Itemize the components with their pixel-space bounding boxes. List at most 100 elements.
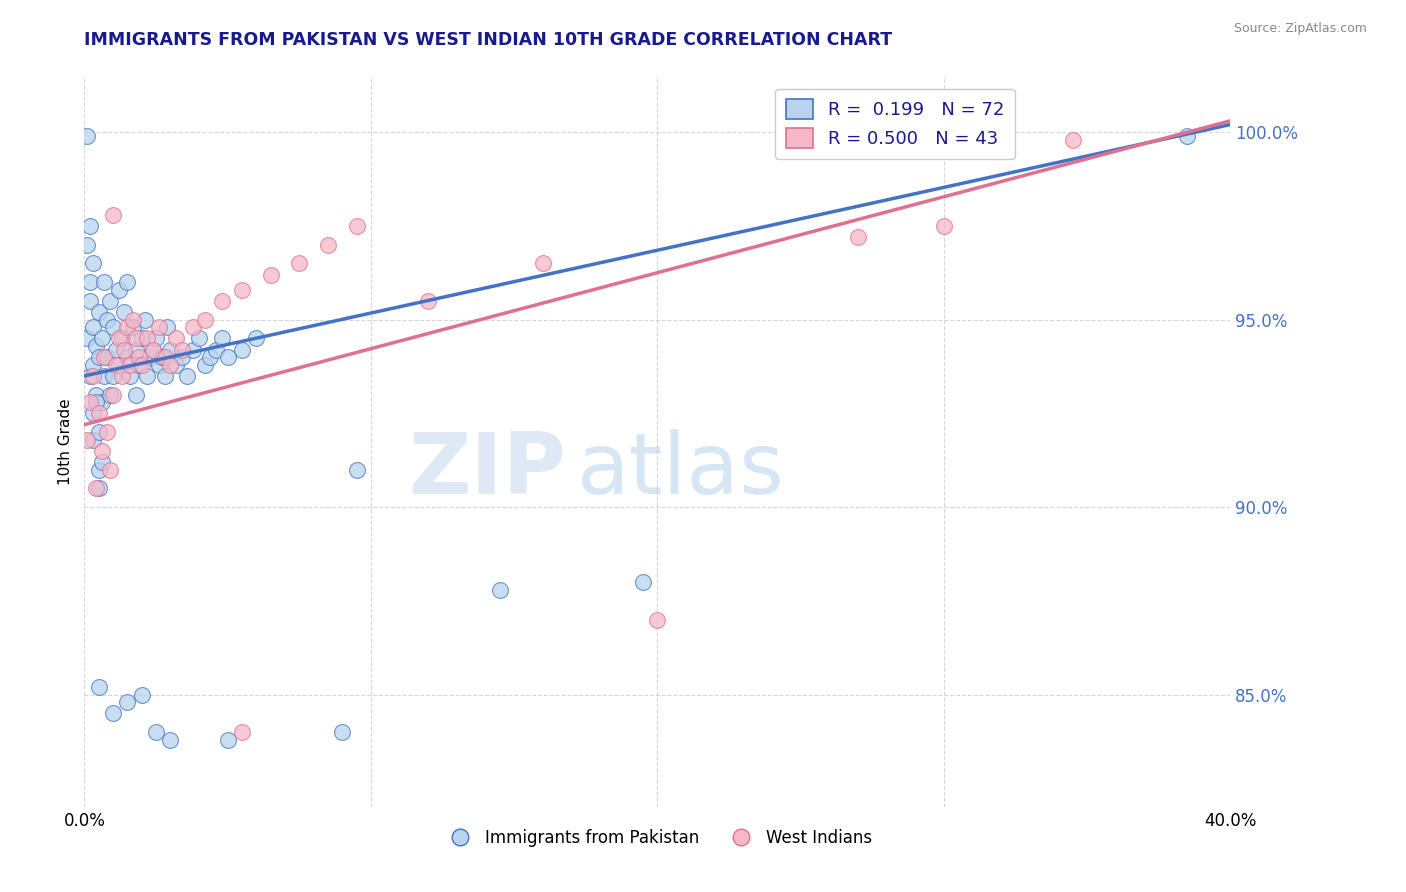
- Point: [110, 368, 132, 383]
- Point: [117, 275, 139, 289]
- Point: [87, 463, 110, 477]
- Y-axis label: 10th Grade: 10th Grade: [58, 398, 73, 485]
- Point: [117, 695, 139, 709]
- Point: [194, 312, 217, 326]
- Point: [90, 444, 112, 458]
- Point: [93, 350, 115, 364]
- Point: [932, 219, 955, 233]
- Point: [131, 688, 153, 702]
- Point: [90, 395, 112, 409]
- Point: [101, 320, 124, 334]
- Point: [125, 331, 148, 345]
- Point: [217, 350, 239, 364]
- Point: [131, 331, 153, 345]
- Point: [125, 343, 148, 357]
- Point: [87, 350, 110, 364]
- Point: [114, 305, 136, 319]
- Legend: Immigrants from Pakistan, West Indians: Immigrants from Pakistan, West Indians: [436, 822, 879, 854]
- Point: [104, 358, 127, 372]
- Point: [159, 343, 181, 357]
- Point: [631, 575, 654, 590]
- Point: [82, 406, 104, 420]
- Point: [98, 293, 121, 308]
- Point: [76, 433, 98, 447]
- Point: [90, 331, 112, 345]
- Point: [145, 331, 167, 345]
- Point: [148, 358, 170, 372]
- Point: [104, 343, 127, 357]
- Point: [231, 725, 253, 739]
- Point: [181, 320, 204, 334]
- Point: [98, 463, 121, 477]
- Point: [170, 343, 193, 357]
- Point: [153, 350, 176, 364]
- Point: [120, 358, 142, 372]
- Point: [346, 219, 368, 233]
- Point: [181, 343, 204, 357]
- Point: [136, 368, 159, 383]
- Point: [200, 350, 222, 364]
- Point: [211, 293, 233, 308]
- Point: [159, 358, 181, 372]
- Point: [76, 237, 98, 252]
- Point: [79, 275, 101, 289]
- Point: [153, 368, 176, 383]
- Point: [131, 358, 153, 372]
- Point: [84, 395, 107, 409]
- Point: [87, 425, 110, 439]
- Point: [101, 387, 124, 401]
- Point: [107, 283, 129, 297]
- Point: [122, 312, 145, 326]
- Point: [165, 331, 187, 345]
- Point: [79, 368, 101, 383]
- Point: [87, 305, 110, 319]
- Point: [87, 482, 110, 496]
- Point: [82, 433, 104, 447]
- Point: [150, 350, 173, 364]
- Point: [117, 350, 139, 364]
- Point: [87, 406, 110, 420]
- Point: [93, 275, 115, 289]
- Point: [107, 358, 129, 372]
- Point: [231, 343, 253, 357]
- Point: [107, 331, 129, 345]
- Point: [117, 320, 139, 334]
- Point: [96, 350, 118, 364]
- Point: [128, 358, 150, 372]
- Point: [82, 320, 104, 334]
- Point: [79, 293, 101, 308]
- Point: [98, 387, 121, 401]
- Point: [110, 331, 132, 345]
- Point: [1175, 128, 1198, 143]
- Point: [93, 368, 115, 383]
- Point: [156, 320, 179, 334]
- Point: [145, 725, 167, 739]
- Point: [87, 680, 110, 694]
- Point: [142, 343, 165, 357]
- Point: [647, 613, 669, 627]
- Point: [120, 368, 142, 383]
- Point: [288, 256, 311, 270]
- Point: [84, 482, 107, 496]
- Point: [101, 208, 124, 222]
- Point: [82, 358, 104, 372]
- Point: [142, 343, 165, 357]
- Point: [101, 368, 124, 383]
- Point: [82, 256, 104, 270]
- Point: [259, 268, 281, 282]
- Point: [84, 387, 107, 401]
- Point: [82, 368, 104, 383]
- Point: [136, 331, 159, 345]
- Point: [76, 128, 98, 143]
- Text: ZIP: ZIP: [408, 429, 565, 512]
- Point: [76, 331, 98, 345]
- Point: [194, 358, 217, 372]
- Point: [188, 331, 211, 345]
- Point: [170, 350, 193, 364]
- Point: [165, 358, 187, 372]
- Point: [128, 350, 150, 364]
- Text: atlas: atlas: [576, 429, 785, 512]
- Point: [211, 331, 233, 345]
- Point: [346, 463, 368, 477]
- Point: [122, 320, 145, 334]
